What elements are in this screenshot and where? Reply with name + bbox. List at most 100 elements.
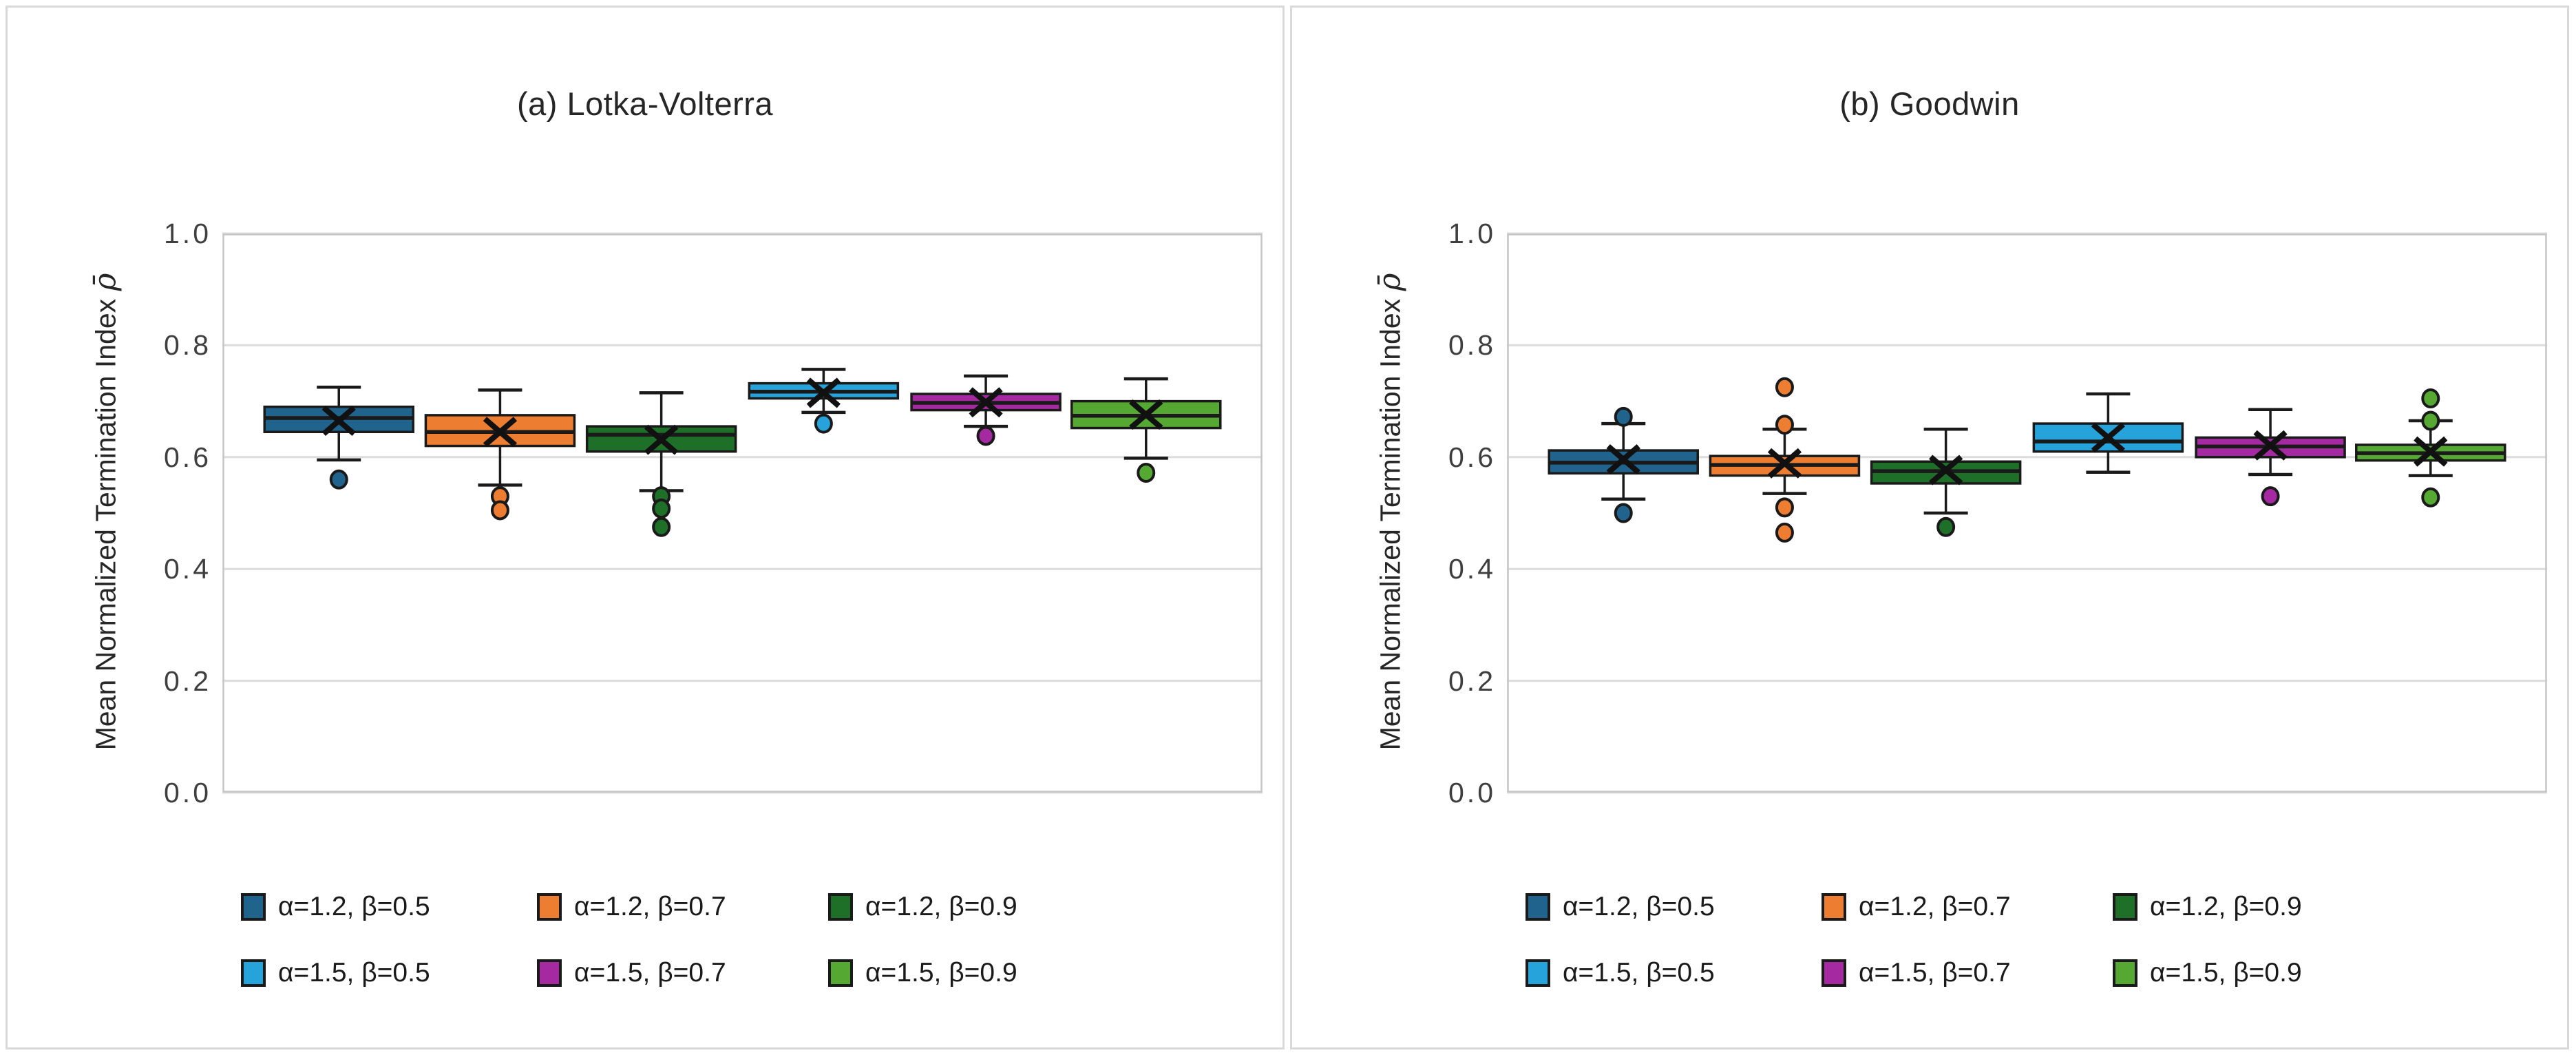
legend-label: α=1.2, β=0.9 <box>2150 892 2302 921</box>
legend-item: α=1.2, β=0.9 <box>2113 891 2302 923</box>
plot-border <box>1507 233 2547 793</box>
mean-marker <box>1767 448 1802 479</box>
legend-label: α=1.2, β=0.5 <box>1563 892 1715 921</box>
mean-marker <box>1929 455 1963 485</box>
box-plot-2 <box>424 388 576 521</box>
legend-label: α=1.2, β=0.9 <box>865 892 1017 921</box>
legend-swatch <box>2113 959 2137 987</box>
mean-marker <box>2414 436 2448 467</box>
mean-marker <box>1129 399 1163 430</box>
plot-border <box>222 233 1263 793</box>
outlier-point <box>814 413 833 434</box>
mean-marker <box>1606 444 1640 475</box>
y-tick-label: 0.4 <box>164 553 211 585</box>
y-tick-label: 0.0 <box>164 777 211 808</box>
legend-label: α=1.2, β=0.7 <box>1859 892 2011 921</box>
box-plot-4 <box>2032 392 2184 474</box>
outlier-point <box>329 469 348 490</box>
legend-label: α=1.5, β=0.7 <box>574 958 726 988</box>
box-plot-6 <box>1070 377 1222 483</box>
legend-swatch <box>1822 893 1846 921</box>
legend-item: α=1.5, β=0.9 <box>2113 957 2302 989</box>
legend-swatch <box>537 893 562 921</box>
outlier-point <box>490 500 509 521</box>
box <box>2032 422 2184 453</box>
y-tick-label: 1.0 <box>164 218 211 249</box>
outlier-point <box>652 499 671 519</box>
legend-swatch <box>1822 959 1846 987</box>
outlier-point <box>1614 503 1633 523</box>
chart-panel-lotka-volterra: (a) Lotka-Volterra Mean Normalized Termi… <box>6 6 1285 1049</box>
legend-swatch <box>241 959 266 987</box>
mean-marker <box>321 405 356 437</box>
legend-item: α=1.5, β=0.5 <box>241 957 430 989</box>
outlier-point <box>1936 516 1956 537</box>
y-tick-label: 0.2 <box>1448 665 1496 697</box>
box-plot-4 <box>748 368 900 434</box>
outlier-point <box>1775 415 1794 435</box>
legend-label: α=1.2, β=0.5 <box>278 892 430 921</box>
legend-label: α=1.5, β=0.9 <box>865 958 1017 988</box>
plot-area <box>1507 232 2547 794</box>
legend-swatch <box>2113 893 2137 921</box>
legend-swatch <box>1525 893 1550 921</box>
y-tick-label: 0.8 <box>1448 329 1496 362</box>
legend-label: α=1.5, β=0.9 <box>2150 958 2302 988</box>
y-tick-label: 0.0 <box>1448 777 1496 808</box>
outlier-point <box>1775 377 1794 397</box>
chart-title: (a) Lotka-Volterra <box>516 85 774 122</box>
y-tick-label: 0.4 <box>1448 553 1496 585</box>
legend-item: α=1.2, β=0.7 <box>537 891 726 923</box>
outlier-point <box>2421 487 2440 508</box>
legend-label: α=1.5, β=0.5 <box>278 958 430 988</box>
y-tick-label: 1.0 <box>1448 218 1496 249</box>
mean-marker <box>2091 422 2125 453</box>
chart-title: (b) Goodwin <box>1839 85 2020 122</box>
plot-area <box>222 232 1263 794</box>
outlier-point <box>976 426 995 446</box>
legend-item: α=1.2, β=0.5 <box>241 891 430 923</box>
outlier-point <box>1137 463 1156 483</box>
box-plot-1 <box>263 386 414 490</box>
outlier-point <box>1614 406 1633 427</box>
outlier-point <box>652 516 671 537</box>
box-plot-5 <box>2195 408 2346 507</box>
outlier-point <box>2421 388 2440 409</box>
box-plot-2 <box>1709 377 1861 543</box>
y-tick-label: 0.6 <box>164 441 211 473</box>
box-plot-5 <box>910 374 1062 446</box>
mean-marker <box>483 417 518 448</box>
legend-swatch <box>1525 959 1550 987</box>
legend-item: α=1.5, β=0.5 <box>1525 957 1715 989</box>
box-plot-1 <box>1548 406 1699 523</box>
mean-marker <box>2253 430 2288 461</box>
y-tick-label: 0.8 <box>164 329 211 362</box>
rho-bar-symbol: ρ̄ <box>87 273 123 291</box>
mean-marker <box>969 387 1003 418</box>
legend-swatch <box>828 959 853 987</box>
legend-item: α=1.2, β=0.9 <box>828 891 1017 923</box>
legend-swatch <box>537 959 562 987</box>
box-plot-3 <box>1870 427 2022 537</box>
legend-item: α=1.2, β=0.7 <box>1822 891 2011 923</box>
box-plot-3 <box>585 391 737 537</box>
outlier-point <box>1775 497 1794 518</box>
legend-item: α=1.5, β=0.9 <box>828 957 1017 989</box>
legend-item: α=1.5, β=0.7 <box>1822 957 2011 989</box>
legend-label: α=1.5, β=0.7 <box>1859 958 2011 988</box>
outlier-point <box>2421 410 2440 431</box>
legend-item: α=1.2, β=0.5 <box>1525 891 1715 923</box>
legend-label: α=1.2, β=0.7 <box>574 892 726 921</box>
y-tick-label: 0.6 <box>1448 441 1496 473</box>
legend-swatch <box>241 893 266 921</box>
legend-item: α=1.5, β=0.7 <box>537 957 726 989</box>
rho-bar-symbol: ρ̄ <box>1372 273 1408 291</box>
box-plot-6 <box>2355 388 2506 508</box>
legend-swatch <box>828 893 853 921</box>
mean-marker <box>644 424 679 455</box>
chart-panel-goodwin: (b) Goodwin Mean Normalized Termination … <box>1290 6 2569 1049</box>
legend-label: α=1.5, β=0.5 <box>1563 958 1715 988</box>
outlier-point <box>1775 522 1794 543</box>
mean-marker <box>806 377 841 408</box>
